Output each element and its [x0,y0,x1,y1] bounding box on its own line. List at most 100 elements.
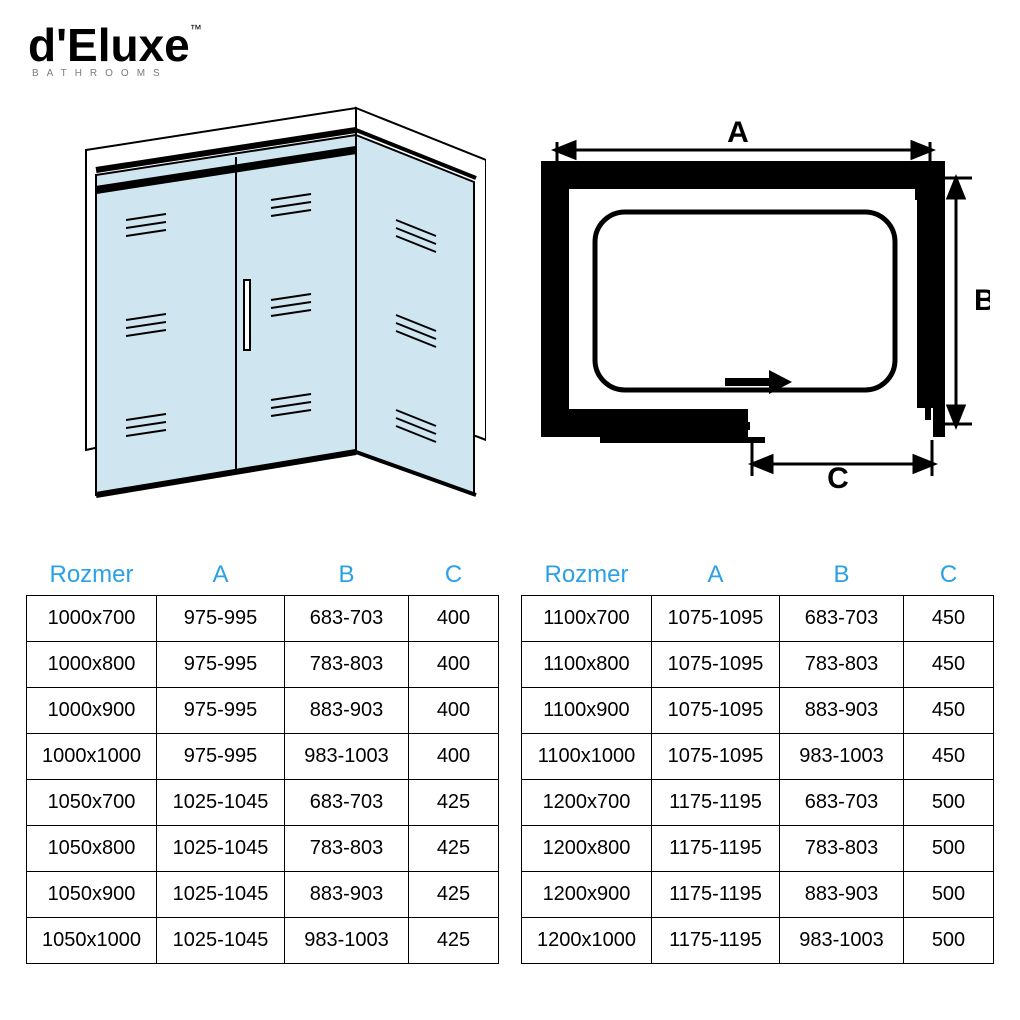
table-cell: 1075-1095 [652,687,780,733]
table-row: 1050x8001025-1045783-803425 [27,825,499,871]
page: d'Eluxe™ BATHROOMS [0,0,1020,1020]
table-row: 1100x7001075-1095683-703450 [522,595,994,641]
table-row: 1050x9001025-1045883-903425 [27,871,499,917]
label-b: B [974,284,990,317]
table-header-row: Rozmer A B C [27,555,499,595]
table-cell: 1200x1000 [522,917,652,963]
col-rozmer: Rozmer [522,555,652,595]
table-cell: 683-703 [285,779,409,825]
diagram-3d-enclosure [56,90,486,515]
table-cell: 983-1003 [780,733,904,779]
table-cell: 1200x700 [522,779,652,825]
table-cell: 425 [409,871,499,917]
table-cell: 1175-1195 [652,825,780,871]
table-row: 1000x1000975-995983-1003400 [27,733,499,779]
table-cell: 1000x1000 [27,733,157,779]
table-cell: 975-995 [157,641,285,687]
table-cell: 1175-1195 [652,871,780,917]
table-cell: 1050x900 [27,871,157,917]
table-cell: 400 [409,595,499,641]
col-a: A [157,555,285,595]
table-cell: 1075-1095 [652,733,780,779]
table-row: 1200x10001175-1195983-1003500 [522,917,994,963]
brand-name-text: d'Eluxe [28,19,190,71]
table-cell: 1100x1000 [522,733,652,779]
plan-svg: A [520,120,990,490]
col-a: A [652,555,780,595]
table-cell: 1000x900 [27,687,157,733]
table-cell: 500 [904,825,994,871]
brand-logo: d'Eluxe™ BATHROOMS [28,18,202,79]
table-cell: 1000x800 [27,641,157,687]
table-row: 1100x8001075-1095783-803450 [522,641,994,687]
table-cell: 1175-1195 [652,779,780,825]
diagrams-row: A [0,90,1020,520]
table-cell: 425 [409,825,499,871]
table-cell: 883-903 [285,871,409,917]
brand-name: d'Eluxe™ [28,18,202,72]
table-cell: 1075-1095 [652,595,780,641]
table-cell: 783-803 [780,641,904,687]
table-cell: 1025-1045 [157,871,285,917]
table-cell: 1025-1045 [157,825,285,871]
table-row: 1000x800975-995783-803400 [27,641,499,687]
table-cell: 975-995 [157,733,285,779]
table-row: 1050x7001025-1045683-703425 [27,779,499,825]
table-cell: 1100x800 [522,641,652,687]
table-row: 1000x900975-995883-903400 [27,687,499,733]
table-cell: 400 [409,641,499,687]
table-cell: 450 [904,687,994,733]
table-cell: 450 [904,595,994,641]
table-cell: 1050x800 [27,825,157,871]
table-cell: 1050x700 [27,779,157,825]
table-cell: 783-803 [780,825,904,871]
table-row: 1200x7001175-1195683-703500 [522,779,994,825]
col-b: B [780,555,904,595]
table-cell: 975-995 [157,595,285,641]
table-cell: 425 [409,779,499,825]
label-a: A [727,120,749,149]
dimensions-table-right: Rozmer A B C 1100x7001075-1095683-703450… [521,555,994,964]
table-cell: 883-903 [780,871,904,917]
table-cell: 983-1003 [285,733,409,779]
table-cell: 1000x700 [27,595,157,641]
table-cell: 683-703 [285,595,409,641]
col-rozmer: Rozmer [27,555,157,595]
table-cell: 1200x800 [522,825,652,871]
table-row: 1200x9001175-1195883-903500 [522,871,994,917]
table-cell: 883-903 [780,687,904,733]
table-cell: 450 [904,733,994,779]
table-cell: 1100x900 [522,687,652,733]
diagram-plan-view: A [520,120,990,495]
table-cell: 1050x1000 [27,917,157,963]
table-cell: 1200x900 [522,871,652,917]
table-row: 1000x700975-995683-703400 [27,595,499,641]
table-row: 1100x9001075-1095883-903450 [522,687,994,733]
table-header-row: Rozmer A B C [522,555,994,595]
col-b: B [285,555,409,595]
table-cell: 783-803 [285,641,409,687]
table-cell: 450 [904,641,994,687]
table-cell: 783-803 [285,825,409,871]
table-row: 1200x8001175-1195783-803500 [522,825,994,871]
table-cell: 883-903 [285,687,409,733]
table-cell: 1175-1195 [652,917,780,963]
dimension-tables: Rozmer A B C 1000x700975-995683-70340010… [0,555,1020,964]
brand-tm: ™ [190,22,202,36]
enclosure-svg [56,90,486,510]
label-c: C [827,462,849,490]
table-cell: 1100x700 [522,595,652,641]
table-cell: 500 [904,917,994,963]
table-cell: 500 [904,779,994,825]
table-cell: 683-703 [780,595,904,641]
table-cell: 400 [409,687,499,733]
dimensions-table-left: Rozmer A B C 1000x700975-995683-70340010… [26,555,499,964]
table-cell: 500 [904,871,994,917]
col-c: C [409,555,499,595]
table-cell: 400 [409,733,499,779]
table-cell: 425 [409,917,499,963]
table-cell: 1025-1045 [157,779,285,825]
table-cell: 983-1003 [285,917,409,963]
col-c: C [904,555,994,595]
table-cell: 1075-1095 [652,641,780,687]
